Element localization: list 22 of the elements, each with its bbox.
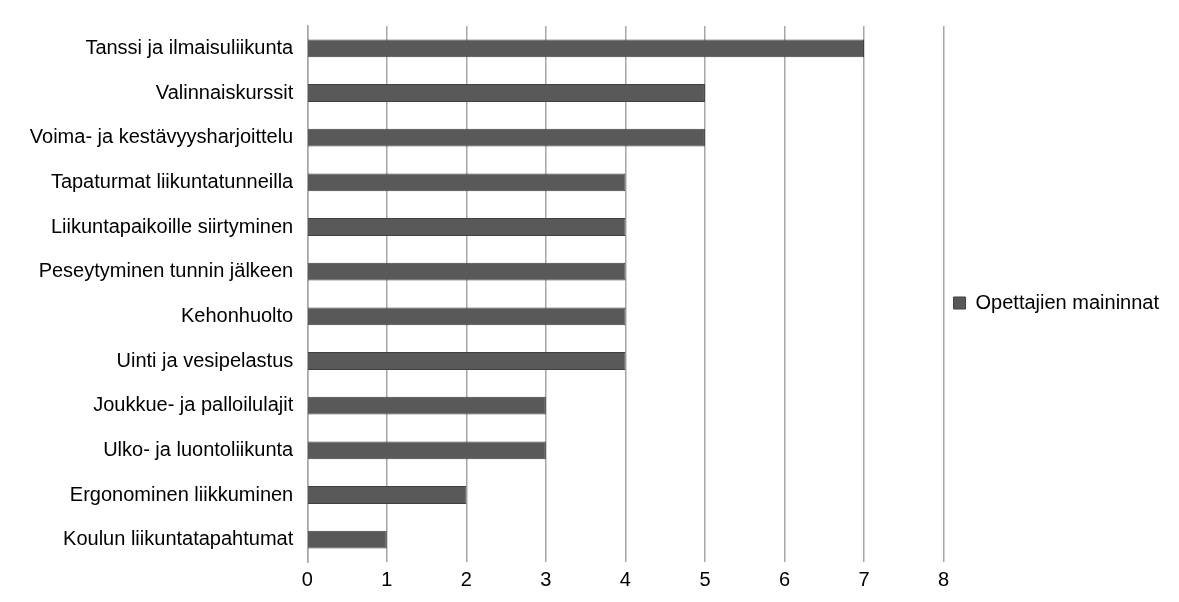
y-tick-label: Peseytyminen tunnin jälkeen [38,259,294,282]
legend-label: Opettajien maininnat [975,290,1160,313]
x-tick-label: 7 [858,567,870,590]
y-tick-label: Ergonominen liikkuminen [69,482,294,505]
x-tick-label: 1 [381,567,393,590]
y-tick-label: Koulun liikuntatapahtumat [63,527,294,550]
y-tick-label: Liikuntapaikoille siirtyminen [50,214,294,237]
x-tick-label: 3 [540,567,552,590]
x-tick-label: 2 [460,567,472,590]
y-tick-label: Joukkue- ja palloilulajit [93,393,294,416]
x-tick-label: 8 [937,567,950,590]
y-tick-label: Valinnaiskurssit [155,80,294,103]
x-tick-label: 5 [699,567,711,590]
y-tick-label: Kehonhuolto [180,303,294,326]
y-tick-label: Voima- ja kestävyysharjoittelu [29,125,294,148]
y-tick-label: Tanssi ja ilmaisuliikunta [85,35,295,58]
y-tick-label: Ulko- ja luontoliikunta [103,437,295,460]
y-tick-label: Uinti ja vesipelastus [116,348,294,371]
y-tick-label: Tapaturmat liikuntatunneilla [50,169,295,192]
x-tick-label: 4 [619,567,631,590]
x-tick-label: 6 [778,567,791,590]
x-tick-label: 0 [301,567,313,590]
